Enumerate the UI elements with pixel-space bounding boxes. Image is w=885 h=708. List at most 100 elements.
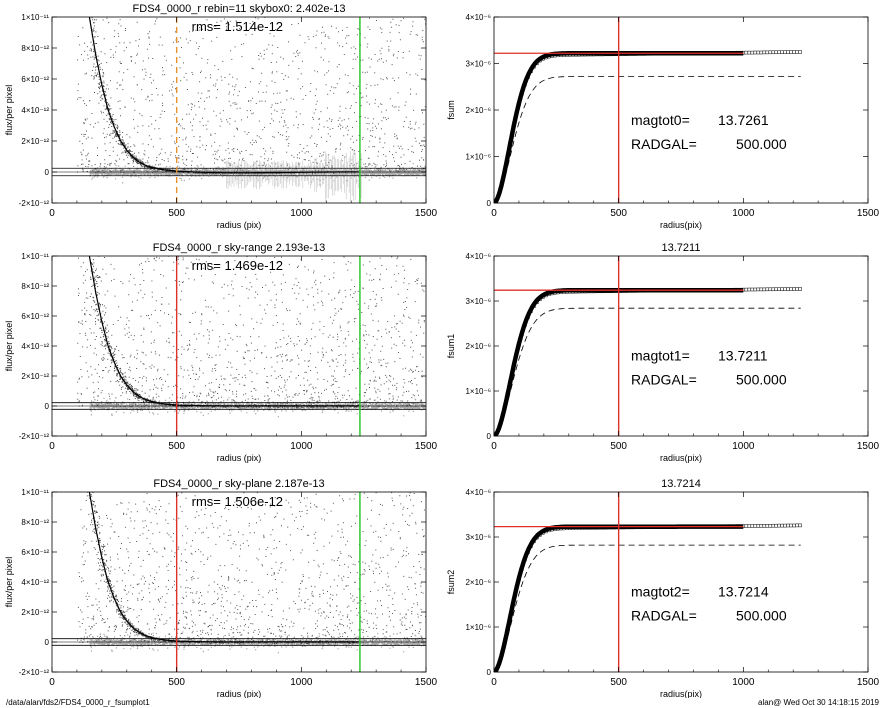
fsum-panel-3: 0 500 1000 1500 0 1×10⁻⁶ 2×10⁻⁶ 3×10⁻⁶ 4×10⁻⁶ rad… bbox=[446, 242, 880, 463]
magtot-label: magtot0= bbox=[631, 112, 690, 128]
data-layer bbox=[494, 17, 802, 203]
y-axis-label: flux/per pixel bbox=[4, 321, 14, 372]
rms-annotation: rms= 1.469e-12 bbox=[192, 258, 283, 273]
y-tick-label: 1×10⁻⁶ bbox=[465, 623, 491, 632]
x-tick-label: 500 bbox=[610, 677, 627, 688]
x-axis-label: radius(pix) bbox=[660, 689, 702, 698]
y-tick-label: 1×10⁻¹¹ bbox=[21, 252, 49, 261]
radgal-value: 500.000 bbox=[736, 136, 787, 152]
chart-title: FDS4_0000_r sky-plane 2.187e-13 bbox=[153, 478, 324, 490]
radgal-label: RADGAL= bbox=[631, 371, 697, 387]
y-tick-label: 4×10⁻⁶ bbox=[465, 488, 491, 497]
x-tick-label: 1500 bbox=[415, 677, 438, 688]
radgal-label: RADGAL= bbox=[631, 136, 697, 152]
y-tick-label: 2×10⁻¹² bbox=[21, 608, 49, 617]
y-tick-label: 8×10⁻¹² bbox=[21, 44, 49, 53]
x-tick-label: 1000 bbox=[732, 208, 755, 219]
square-markers bbox=[517, 523, 802, 582]
y-tick-label: 2×10⁻¹² bbox=[21, 137, 49, 146]
y-tick-label: 8×10⁻¹² bbox=[21, 518, 49, 527]
square-markers bbox=[517, 50, 802, 107]
flux-panel-0: 0 500 1000 1500-2×10⁻¹²02×10⁻¹²4×10⁻¹²6×10⁻… bbox=[4, 3, 438, 230]
y-tick-label: 3×10⁻⁶ bbox=[465, 297, 491, 306]
data-layer bbox=[494, 492, 802, 672]
x-tick-label: 500 bbox=[610, 208, 627, 219]
x-tick-label: 0 bbox=[491, 441, 497, 452]
chart-title: FDS4_0000_r sky-range 2.193e-13 bbox=[153, 242, 325, 254]
radgal-value: 500.000 bbox=[736, 607, 787, 623]
x-tick-label: 1500 bbox=[857, 441, 880, 452]
flux-panel-4: 0 500 1000 1500-2×10⁻¹²02×10⁻¹²4×10⁻¹²6×10⁻… bbox=[4, 478, 438, 698]
x-tick-label: 500 bbox=[168, 441, 185, 452]
y-tick-label: 4×10⁻¹² bbox=[21, 342, 49, 351]
y-tick-label: 0 bbox=[45, 168, 50, 177]
magtot-label: magtot1= bbox=[631, 347, 690, 363]
magtot-value: 13.7211 bbox=[718, 347, 768, 363]
dashed-curve bbox=[494, 76, 801, 203]
x-tick-label: 500 bbox=[168, 677, 185, 688]
y-tick-label: -2×10⁻¹² bbox=[19, 432, 50, 441]
y-tick-label: -2×10⁻¹² bbox=[19, 199, 50, 208]
radgal-value: 500.000 bbox=[736, 371, 787, 387]
y-tick-label: 1×10⁻⁶ bbox=[465, 387, 491, 396]
x-tick-label: 500 bbox=[610, 441, 627, 452]
y-tick-label: 6×10⁻¹² bbox=[21, 312, 49, 321]
chart-title: 13.7214 bbox=[661, 478, 701, 490]
x-tick-label: 1000 bbox=[290, 441, 313, 452]
x-tick-label: 1000 bbox=[290, 208, 313, 219]
plot-frame bbox=[493, 255, 869, 437]
noise-band bbox=[89, 161, 426, 186]
y-tick-label: 2×10⁻⁶ bbox=[465, 578, 491, 587]
fsum-panel-5: 0 500 1000 1500 0 1×10⁻⁶ 2×10⁻⁶ 3×10⁻⁶ 4×10⁻⁶ rad… bbox=[446, 478, 880, 698]
y-tick-label: 3×10⁻⁶ bbox=[465, 533, 491, 542]
x-axis-label: radius(pix) bbox=[660, 220, 702, 230]
profile-line bbox=[88, 492, 359, 643]
x-tick-label: 0 bbox=[491, 677, 497, 688]
error-bars bbox=[226, 151, 362, 202]
y-tick-label: 2×10⁻⁶ bbox=[465, 342, 491, 351]
x-tick-label: 1500 bbox=[415, 208, 438, 219]
y-tick-label: 3×10⁻⁶ bbox=[465, 60, 491, 69]
profile-points bbox=[89, 492, 359, 645]
y-tick-label: 2×10⁻¹² bbox=[21, 372, 49, 381]
y-tick-label: 4×10⁻⁶ bbox=[465, 13, 491, 22]
rms-annotation: rms= 1.506e-12 bbox=[192, 494, 283, 509]
y-axis-label: flux/per pixel bbox=[4, 85, 14, 136]
y-tick-label: 4×10⁻¹² bbox=[21, 106, 49, 115]
y-axis-label: fsum bbox=[446, 100, 456, 120]
plot-frame bbox=[493, 16, 869, 204]
x-axis-label: radius (pix) bbox=[217, 689, 262, 698]
rms-annotation: rms= 1.514e-12 bbox=[192, 19, 283, 34]
x-tick-label: 0 bbox=[491, 208, 497, 219]
y-tick-label: 4×10⁻⁶ bbox=[465, 252, 491, 261]
flux-panel-2: 0 500 1000 1500-2×10⁻¹²02×10⁻¹²4×10⁻¹²6×10⁻… bbox=[4, 242, 438, 463]
dashed-curve bbox=[494, 544, 801, 672]
y-tick-label: 0 bbox=[487, 199, 492, 208]
footer-path: /data/alan/fds2/FDS4_0000_r_fsumplot1 bbox=[6, 698, 150, 707]
x-axis-label: radius (pix) bbox=[217, 220, 262, 230]
y-axis-label: fsum1 bbox=[446, 334, 456, 359]
x-axis-label: radius (pix) bbox=[217, 453, 262, 463]
x-tick-label: 1500 bbox=[415, 441, 438, 452]
y-tick-label: 0 bbox=[487, 668, 492, 677]
x-tick-label: 0 bbox=[49, 677, 55, 688]
profile-line bbox=[88, 17, 359, 174]
x-tick-label: 1000 bbox=[732, 441, 755, 452]
fsum-panel-1: 0 500 1000 1500 0 1×10⁻⁶ 2×10⁻⁶ 3×10⁻⁶ 4×10⁻⁶ rad… bbox=[446, 13, 880, 230]
y-tick-label: 6×10⁻¹² bbox=[21, 548, 49, 557]
outlier-points bbox=[77, 17, 426, 173]
y-tick-label: 4×10⁻¹² bbox=[21, 578, 49, 587]
data-layer bbox=[52, 256, 426, 436]
y-tick-label: 1×10⁻¹¹ bbox=[21, 13, 49, 22]
y-tick-label: 0 bbox=[45, 402, 50, 411]
y-axis-label: fsum2 bbox=[446, 570, 456, 595]
x-tick-label: 1000 bbox=[290, 677, 313, 688]
plot-frame bbox=[493, 491, 869, 673]
y-tick-label: 0 bbox=[487, 432, 492, 441]
magtot-value: 13.7214 bbox=[718, 583, 769, 599]
y-tick-label: 2×10⁻⁶ bbox=[465, 106, 491, 115]
data-layer bbox=[52, 17, 426, 203]
chart-title: FDS4_0000_r rebin=11 skybox0: 2.402e-13 bbox=[133, 3, 346, 15]
x-tick-label: 1500 bbox=[857, 677, 880, 688]
